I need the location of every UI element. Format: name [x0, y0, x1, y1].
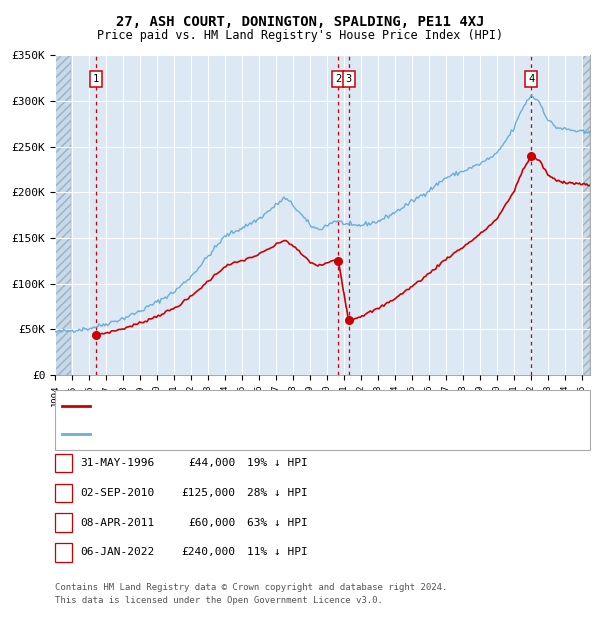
Text: 28% ↓ HPI: 28% ↓ HPI	[247, 488, 308, 498]
Bar	[583, 55, 590, 375]
Text: 3: 3	[60, 518, 67, 528]
Bar	[55, 55, 71, 375]
Text: 19% ↓ HPI: 19% ↓ HPI	[247, 458, 308, 468]
Text: 4: 4	[60, 547, 67, 557]
Text: 1: 1	[93, 74, 100, 84]
Text: 2: 2	[335, 74, 341, 84]
Text: 63% ↓ HPI: 63% ↓ HPI	[247, 518, 308, 528]
Text: 3: 3	[346, 74, 352, 84]
Text: £125,000: £125,000	[181, 488, 235, 498]
Text: £44,000: £44,000	[188, 458, 235, 468]
Text: £60,000: £60,000	[188, 518, 235, 528]
Text: 02-SEP-2010: 02-SEP-2010	[80, 488, 155, 498]
Text: 11% ↓ HPI: 11% ↓ HPI	[247, 547, 308, 557]
Text: 4: 4	[528, 74, 535, 84]
Text: 31-MAY-1996: 31-MAY-1996	[80, 458, 155, 468]
Text: 08-APR-2011: 08-APR-2011	[80, 518, 155, 528]
Text: HPI: Average price, detached house, South Holland: HPI: Average price, detached house, Sout…	[96, 429, 384, 439]
Text: 27, ASH COURT, DONINGTON, SPALDING, PE11 4XJ: 27, ASH COURT, DONINGTON, SPALDING, PE11…	[116, 16, 484, 29]
Text: Contains HM Land Registry data © Crown copyright and database right 2024.: Contains HM Land Registry data © Crown c…	[55, 583, 448, 592]
Text: £240,000: £240,000	[181, 547, 235, 557]
Text: 27, ASH COURT, DONINGTON, SPALDING, PE11 4XJ (detached house): 27, ASH COURT, DONINGTON, SPALDING, PE11…	[96, 401, 454, 411]
Text: Price paid vs. HM Land Registry's House Price Index (HPI): Price paid vs. HM Land Registry's House …	[97, 30, 503, 42]
Text: This data is licensed under the Open Government Licence v3.0.: This data is licensed under the Open Gov…	[55, 596, 383, 604]
Text: 1: 1	[60, 458, 67, 468]
Text: 06-JAN-2022: 06-JAN-2022	[80, 547, 155, 557]
Bar	[583, 55, 590, 375]
Bar	[55, 55, 71, 375]
Text: 2: 2	[60, 488, 67, 498]
